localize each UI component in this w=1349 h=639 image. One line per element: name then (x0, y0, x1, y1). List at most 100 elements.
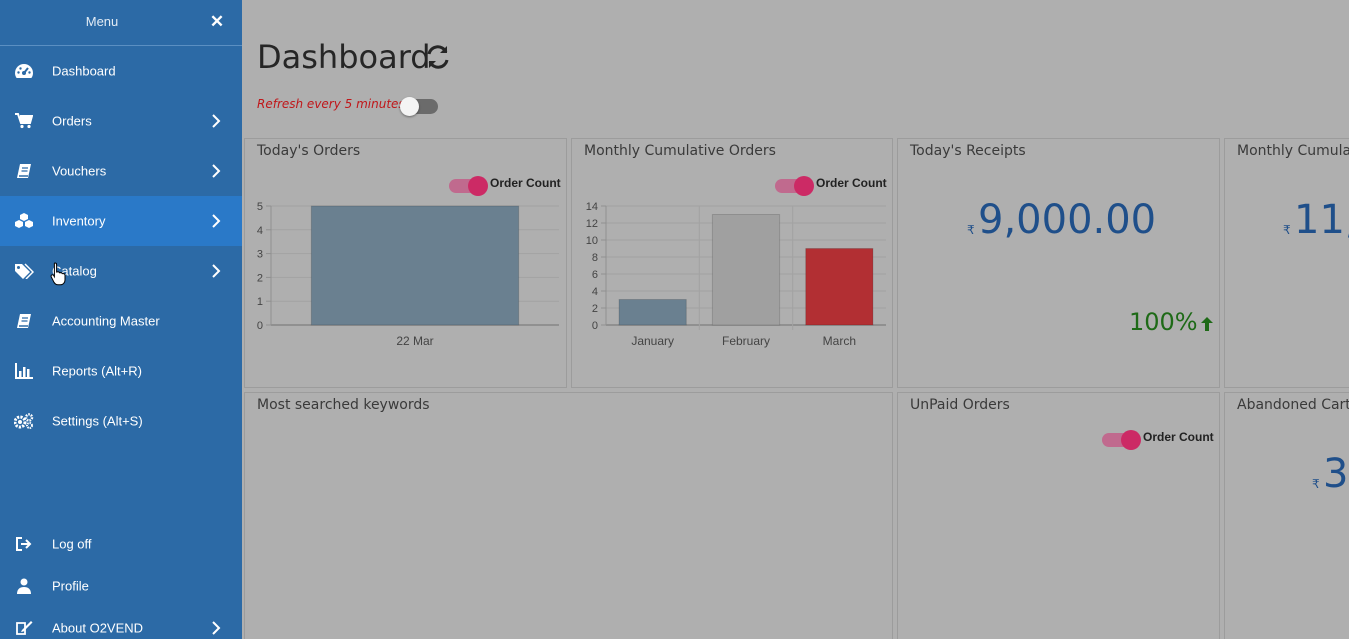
y-tick-label: 0 (592, 320, 598, 332)
y-tick-label: 6 (592, 269, 598, 281)
sidebar-item-catalog[interactable]: Catalog (0, 246, 242, 296)
sidebar-item-label: Settings (Alt+S) (52, 413, 143, 429)
sidebar-item-label: Accounting Master (52, 313, 160, 329)
card-title: UnPaid Orders (910, 397, 1010, 413)
card-title: Most searched keywords (257, 397, 430, 413)
y-tick-label: 2 (592, 303, 598, 315)
sign-out-icon (14, 535, 34, 553)
menu-header: Menu ✕ (0, 0, 242, 46)
y-tick-label: 4 (257, 225, 263, 237)
y-tick-label: 8 (592, 252, 598, 264)
auto-refresh-toggle[interactable] (400, 97, 438, 116)
edit-icon (14, 619, 34, 637)
receipts-percent: 100% (1129, 308, 1198, 336)
toggle-knob (400, 97, 419, 116)
tags-icon (14, 262, 34, 280)
chevron-right-icon (212, 214, 221, 228)
sidebar-item-log-off[interactable]: Log off (0, 519, 242, 569)
y-tick-label: 10 (586, 235, 598, 247)
x-tick-label: March (823, 334, 856, 348)
monthly-orders-chart: 0 2 4 6 8 10 12 14 January February March (586, 201, 886, 348)
sidebar-item-label: Vouchers (52, 163, 107, 179)
chevron-right-icon (212, 114, 221, 128)
abandoned-cart-card: Abandoned Cart V ₹ 3 (1224, 392, 1349, 639)
page-title: Dashboard (257, 38, 431, 76)
sidebar-item-label: Log off (52, 536, 92, 552)
bar (310, 205, 520, 326)
monthly-receipts-card: Monthly Cumulati ₹ 11, (1224, 138, 1349, 388)
x-tick-label: February (722, 334, 770, 348)
sidebar-item-about[interactable]: About O2VEND (0, 603, 242, 639)
abandoned-cart-amount: 3 (1323, 451, 1349, 497)
toggle-knob (794, 176, 814, 196)
keywords-card: Most searched keywords (244, 392, 893, 639)
refresh-icon[interactable] (424, 43, 452, 71)
sidebar-item-profile[interactable]: Profile (0, 561, 242, 611)
card-title: Monthly Cumulati (1237, 143, 1349, 159)
card-title: Today's Receipts (910, 143, 1026, 159)
sidebar-item-label: Dashboard (52, 63, 116, 79)
cart-icon (14, 112, 34, 130)
receipts-amount: 9,000.00 (978, 197, 1157, 243)
dashboard-icon (14, 62, 34, 80)
refresh-interval-label: Refresh every 5 minutes (257, 97, 405, 111)
arrow-up-icon (1201, 317, 1213, 331)
toggle-knob (1121, 430, 1141, 450)
sidebar-item-label: Inventory (52, 213, 106, 229)
bar (805, 248, 874, 326)
card-title: Today's Orders (257, 143, 361, 159)
order-count-label: Order Count (490, 176, 561, 190)
order-count-toggle[interactable] (1102, 430, 1141, 450)
sidebar-item-label: Profile (52, 578, 89, 594)
sidebar-item-vouchers[interactable]: Vouchers (0, 146, 242, 196)
x-tick-label: January (631, 334, 674, 348)
chevron-right-icon (212, 164, 221, 178)
book-icon (14, 312, 34, 330)
toggle-knob (468, 176, 488, 196)
menu-title: Menu (85, 14, 119, 29)
close-icon[interactable]: ✕ (209, 12, 225, 31)
todays-orders-chart: 0 1 2 3 4 5 22 Mar (257, 201, 559, 348)
book-icon (14, 162, 34, 180)
monthly-receipts-amount: 11, (1294, 197, 1349, 243)
sidebar-item-label: Orders (52, 113, 92, 129)
todays-orders-card: Today's Orders Order Count 0 1 2 3 4 5 22 Mar (244, 138, 567, 388)
unpaid-orders-card: UnPaid Orders Order Count (897, 392, 1220, 639)
monthly-orders-card: Monthly Cumulative Orders Order Count 0 2… (571, 138, 893, 388)
chevron-right-icon (212, 621, 221, 635)
sidebar: Menu ✕ Dashboard Orders Vouchers Invento… (0, 0, 242, 639)
hand-cursor-icon (50, 262, 66, 286)
sidebar-item-label: About O2VEND (52, 620, 144, 636)
sidebar-item-label: Reports (Alt+R) (52, 363, 142, 379)
chevron-right-icon (212, 264, 221, 278)
sidebar-item-accounting-master[interactable]: Accounting Master (0, 296, 242, 346)
sidebar-item-reports[interactable]: Reports (Alt+R) (0, 346, 242, 396)
currency-symbol: ₹ (1312, 477, 1320, 491)
y-tick-label: 3 (257, 249, 263, 261)
sidebar-item-inventory[interactable]: Inventory (0, 196, 242, 246)
y-tick-label: 0 (257, 320, 263, 332)
y-tick-label: 12 (586, 218, 598, 230)
bar (618, 299, 687, 326)
y-tick-label: 1 (257, 296, 263, 308)
card-title: Monthly Cumulative Orders (584, 143, 776, 159)
currency-symbol: ₹ (967, 223, 975, 237)
sidebar-item-orders[interactable]: Orders (0, 96, 242, 146)
y-tick-label: 4 (592, 286, 598, 298)
x-tick-label: 22 Mar (396, 334, 433, 348)
y-tick-label: 2 (257, 272, 263, 284)
currency-symbol: ₹ (1283, 223, 1291, 237)
user-icon (14, 577, 34, 595)
order-count-label: Order Count (816, 176, 887, 190)
sidebar-item-settings[interactable]: Settings (Alt+S) (0, 396, 242, 446)
y-tick-label: 14 (586, 201, 598, 213)
y-tick-label: 5 (257, 201, 263, 213)
order-count-toggle[interactable] (775, 176, 814, 196)
cubes-icon (14, 212, 34, 230)
bar (711, 214, 781, 326)
card-title: Abandoned Cart V (1237, 397, 1349, 413)
bar-chart-icon (14, 362, 34, 380)
sidebar-item-dashboard[interactable]: Dashboard (0, 46, 242, 96)
order-count-toggle[interactable] (449, 176, 488, 196)
todays-receipts-card: Today's Receipts ₹ 9,000.00 100% (897, 138, 1220, 388)
